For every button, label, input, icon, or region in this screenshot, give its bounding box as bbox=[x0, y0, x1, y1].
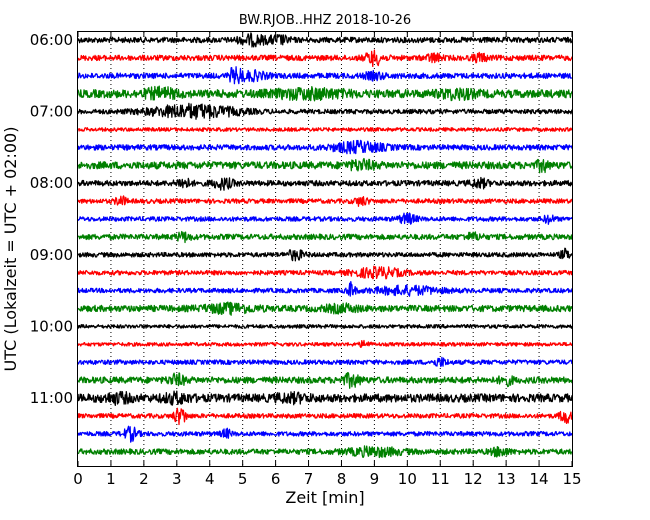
y-tick-label: 09:00 bbox=[30, 246, 73, 264]
y-tick-label: 07:00 bbox=[30, 103, 73, 121]
trace-1045 bbox=[77, 371, 573, 389]
trace-0700 bbox=[77, 102, 573, 120]
x-tick-label: 9 bbox=[370, 470, 380, 488]
x-tick-label: 12 bbox=[464, 470, 483, 488]
trace-1100 bbox=[77, 390, 573, 407]
y-axis-label: UTC (Lokalzeit = UTC + 02:00) bbox=[1, 127, 20, 372]
trace-1145 bbox=[77, 445, 573, 459]
trace-group bbox=[77, 32, 573, 459]
x-axis-ticks: 0 1 2 3 4 5 6 7 8 9 10 11 12 13 14 15 bbox=[73, 32, 582, 488]
trace-0630 bbox=[77, 66, 573, 85]
x-tick-label: 6 bbox=[271, 470, 281, 488]
trace-0730 bbox=[77, 139, 573, 155]
y-tick-label: 08:00 bbox=[30, 174, 73, 192]
trace-0900 bbox=[77, 247, 573, 262]
x-tick-label: 8 bbox=[337, 470, 347, 488]
plot-frame bbox=[77, 31, 573, 467]
x-tick-label: 10 bbox=[398, 470, 417, 488]
vertical-grid bbox=[110, 32, 540, 466]
trace-0615 bbox=[77, 49, 573, 68]
x-tick-label: 14 bbox=[530, 470, 549, 488]
trace-0600 bbox=[77, 32, 573, 48]
y-tick-label: 11:00 bbox=[30, 389, 73, 407]
x-tick-label: 3 bbox=[172, 470, 182, 488]
x-tick-label: 5 bbox=[238, 470, 248, 488]
y-axis-ticks: 06:00 07:00 08:00 09:00 10:00 11:00 bbox=[30, 31, 572, 407]
x-tick-label: 7 bbox=[304, 470, 314, 488]
trace-1015 bbox=[77, 339, 573, 348]
trace-1030 bbox=[77, 356, 573, 368]
y-tick-label: 10:00 bbox=[30, 317, 73, 335]
trace-0945 bbox=[77, 301, 573, 316]
x-tick-label: 0 bbox=[73, 470, 83, 488]
x-tick-label: 1 bbox=[106, 470, 116, 488]
x-tick-label: 4 bbox=[205, 470, 215, 488]
chart-title: BW.RJOB..HHZ 2018-10-26 bbox=[239, 13, 411, 28]
trace-0745 bbox=[77, 157, 573, 174]
x-axis-label: Zeit [min] bbox=[285, 488, 364, 507]
trace-0800 bbox=[77, 176, 573, 191]
trace-1115 bbox=[77, 407, 573, 426]
trace-0830 bbox=[77, 212, 573, 225]
x-tick-label: 2 bbox=[139, 470, 149, 488]
trace-0715 bbox=[77, 127, 573, 132]
trace-0915 bbox=[77, 265, 573, 280]
x-tick-label: 11 bbox=[431, 470, 450, 488]
trace-0645 bbox=[77, 85, 573, 102]
trace-0845 bbox=[77, 230, 573, 244]
trace-0815 bbox=[77, 195, 573, 207]
y-tick-label: 06:00 bbox=[30, 31, 73, 49]
x-tick-label: 13 bbox=[497, 470, 516, 488]
trace-0930 bbox=[77, 281, 573, 297]
trace-1000 bbox=[77, 323, 573, 329]
x-tick-label: 15 bbox=[562, 470, 581, 488]
trace-1130 bbox=[77, 425, 573, 443]
